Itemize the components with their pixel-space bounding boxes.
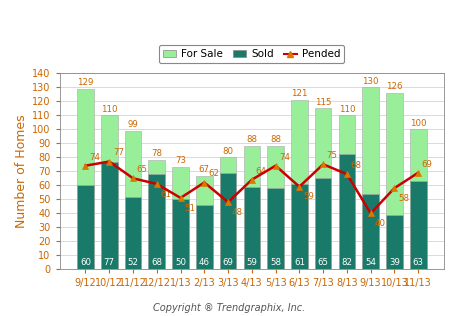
Bar (125, 197, 141, 269)
Text: 74: 74 (89, 153, 100, 161)
Text: 82: 82 (341, 258, 353, 267)
Bar (77, 185, 94, 269)
Bar (172, 199, 189, 269)
Text: 77: 77 (104, 258, 115, 267)
Bar (315, 178, 331, 269)
Text: 51: 51 (184, 204, 195, 213)
Bar (291, 100, 308, 269)
Text: 74: 74 (279, 153, 290, 161)
Text: 77: 77 (113, 148, 124, 157)
Bar (125, 131, 141, 269)
Bar (362, 87, 379, 269)
Bar (339, 115, 355, 269)
Bar (101, 161, 118, 269)
Text: 110: 110 (339, 105, 355, 114)
Text: 130: 130 (363, 76, 379, 86)
Bar (244, 146, 260, 269)
Text: 88: 88 (246, 136, 257, 144)
Text: 100: 100 (410, 118, 426, 128)
Text: 59: 59 (303, 192, 314, 201)
Text: 88: 88 (270, 136, 281, 144)
Bar (410, 129, 426, 269)
Bar (101, 115, 118, 269)
Text: 48: 48 (232, 208, 243, 217)
Text: 54: 54 (365, 258, 376, 267)
Text: 75: 75 (327, 151, 338, 160)
Bar (339, 155, 355, 269)
Bar (315, 108, 331, 269)
Text: 65: 65 (318, 258, 329, 267)
Text: 69: 69 (422, 160, 433, 168)
Bar (267, 146, 284, 269)
Text: 61: 61 (160, 190, 171, 198)
Text: 64: 64 (255, 167, 266, 175)
Text: 69: 69 (223, 258, 234, 267)
Text: Copyright ® Trendgraphix, Inc.: Copyright ® Trendgraphix, Inc. (153, 303, 306, 313)
Legend: For Sale, Sold, Pended: For Sale, Sold, Pended (159, 45, 345, 64)
Text: 65: 65 (137, 165, 148, 174)
Text: 39: 39 (389, 258, 400, 267)
Text: 62: 62 (208, 169, 219, 178)
Text: 58: 58 (270, 258, 281, 267)
Bar (410, 181, 426, 269)
Bar (220, 173, 236, 269)
Bar (386, 93, 403, 269)
Text: 46: 46 (199, 258, 210, 267)
Bar (267, 188, 284, 269)
Bar (362, 194, 379, 269)
Bar (220, 157, 236, 269)
Text: 78: 78 (151, 149, 162, 158)
Bar (148, 174, 165, 269)
Text: 63: 63 (413, 258, 424, 267)
Y-axis label: Number of Homes: Number of Homes (15, 114, 28, 228)
Text: 110: 110 (101, 105, 118, 114)
Bar (244, 187, 260, 269)
Text: 68: 68 (351, 161, 362, 170)
Bar (291, 184, 308, 269)
Bar (77, 89, 94, 269)
Text: 80: 80 (223, 147, 234, 155)
Bar (196, 175, 213, 269)
Text: 115: 115 (315, 98, 331, 106)
Bar (386, 215, 403, 269)
Text: 58: 58 (398, 194, 409, 203)
Text: 60: 60 (80, 258, 91, 267)
Text: 68: 68 (151, 258, 162, 267)
Text: 52: 52 (128, 258, 139, 267)
Text: 50: 50 (175, 258, 186, 267)
Text: 121: 121 (291, 89, 308, 98)
Bar (196, 205, 213, 269)
Text: 99: 99 (128, 120, 139, 129)
Text: 61: 61 (294, 258, 305, 267)
Bar (172, 167, 189, 269)
Text: 40: 40 (374, 219, 385, 228)
Bar (148, 160, 165, 269)
Text: 73: 73 (175, 156, 186, 165)
Text: 67: 67 (199, 165, 210, 174)
Text: 59: 59 (246, 258, 257, 267)
Text: 126: 126 (386, 82, 403, 91)
Text: 129: 129 (77, 78, 94, 87)
